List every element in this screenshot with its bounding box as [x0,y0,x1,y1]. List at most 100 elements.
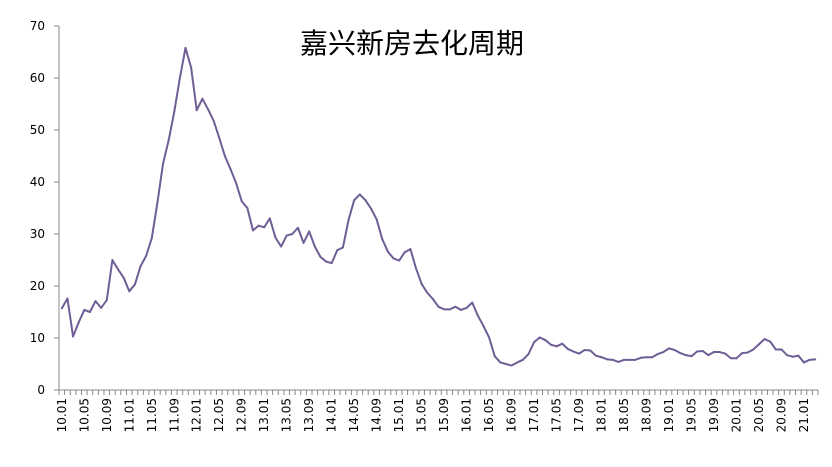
data-point [347,218,350,221]
data-point [802,361,805,364]
data-point [482,325,485,328]
data-point [701,350,704,352]
data-point [330,262,333,265]
data-point [325,260,328,263]
data-point [707,354,710,357]
data-point [358,193,361,196]
data-point [353,199,356,202]
data-point [100,306,103,309]
data-point [128,290,131,293]
x-tick-label: 17.09 [572,398,586,432]
x-tick-label: 19.05 [685,398,699,432]
data-point [341,246,344,249]
data-point [162,162,165,165]
data-point [336,249,339,252]
data-point [684,354,687,357]
data-point [268,217,271,220]
data-point [133,283,136,286]
x-tick-label: 13.01 [257,398,271,432]
data-point [780,348,783,351]
x-tick-label: 20.09 [774,398,788,432]
data-point [122,276,125,279]
data-point [589,349,592,352]
data-point [246,207,249,209]
data-point [797,354,800,357]
data-point [752,348,755,351]
x-tick-label: 16.05 [482,398,496,432]
series-group [60,46,817,367]
x-tick-label: 13.09 [302,398,316,432]
data-point [578,352,581,355]
data-point [240,200,243,203]
x-tick-label: 15.05 [415,398,429,432]
data-point [437,305,440,308]
x-tick-label: 21.01 [797,398,811,432]
data-point [639,356,642,359]
data-point [533,341,536,344]
data-point [319,255,322,258]
data-point [105,299,108,302]
x-tick-label: 10.05 [77,398,91,432]
data-point [285,234,288,237]
x-axis-ticks: 10.01 10.05 10.09 11.01 11.05 11.09 12.01 12.05… [55,390,819,432]
x-tick-label: 12.01 [190,398,204,432]
x-tick-label: 12.09 [235,398,249,432]
data-point [313,245,316,248]
x-tick-label: 11.05 [145,398,159,432]
y-tick-label: 30 [30,227,45,241]
data-point [60,307,63,310]
data-point [111,259,114,261]
data-point [628,358,631,361]
x-tick-label: 11.09 [167,398,181,432]
data-point [634,358,637,361]
data-point [651,356,654,359]
x-tick-label: 15.01 [392,398,406,432]
data-point [386,250,389,253]
data-point [549,343,552,346]
data-point [724,352,727,355]
data-point [527,353,530,356]
data-point [510,364,513,367]
data-point [465,306,468,309]
data-point [617,360,620,363]
data-point [302,241,305,244]
data-point [606,358,609,361]
data-point [77,321,80,324]
data-point [521,358,524,361]
data-point [454,305,457,308]
data-point [274,236,277,239]
data-point [117,268,120,271]
data-point [392,257,395,260]
data-point [280,245,283,248]
data-point [145,254,148,257]
data-point [488,336,491,339]
chart-title: 嘉兴新房去化周期 [300,27,524,60]
data-point [673,348,676,351]
data-point [656,353,659,356]
data-point [206,108,209,111]
data-point [94,300,97,303]
data-point [583,348,586,351]
data-point [88,311,91,313]
x-tick-label: 11.01 [122,398,136,432]
data-point [623,358,626,361]
data-point [808,358,811,361]
data-point [291,233,294,235]
x-tick-label: 14.09 [370,398,384,432]
data-point [538,336,541,339]
x-tick-label: 19.01 [662,398,676,432]
data-point [499,361,502,364]
data-point [201,97,204,100]
y-tick-label: 70 [30,19,45,33]
data-point [426,291,429,294]
data-point [814,358,817,361]
data-point [729,357,732,360]
data-point [83,308,86,311]
x-tick-label: 18.05 [617,398,631,432]
data-point [763,338,766,341]
data-point [381,238,384,241]
x-tick-label: 10.01 [55,398,69,432]
y-axis-ticks: 0 10 20 30 40 50 60 70 [30,19,59,397]
data-point [218,136,221,139]
